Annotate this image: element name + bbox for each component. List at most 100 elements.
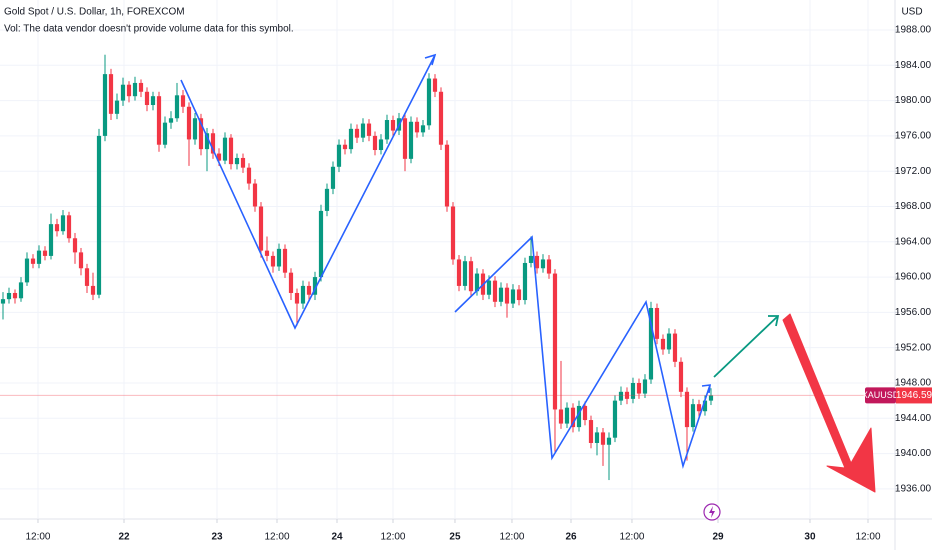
icon-bolt[interactable] <box>709 506 715 518</box>
candle-body <box>312 277 318 295</box>
candle-body <box>12 292 18 299</box>
candle-body <box>204 133 210 150</box>
candle-body <box>678 361 684 392</box>
candle-body <box>492 280 498 302</box>
candle-body <box>522 262 528 301</box>
candle-body <box>30 258 36 264</box>
x-tick-label: 12:00 <box>380 532 405 543</box>
candle-body <box>564 407 570 424</box>
candle-body <box>432 78 438 92</box>
candle-body <box>150 96 156 106</box>
candle-body <box>672 333 678 362</box>
x-tick-label: 23 <box>211 532 223 543</box>
candle-body <box>438 91 444 145</box>
candle-body <box>486 280 492 295</box>
candle-body <box>228 137 234 165</box>
candle-body <box>534 255 540 269</box>
candle-body <box>624 391 630 399</box>
chart-subtitle: Vol: The data vendor doesn't provide vol… <box>4 24 294 35</box>
candle-body <box>504 287 510 304</box>
candle-body <box>606 437 612 445</box>
candle-body <box>174 95 180 119</box>
candle-body <box>90 285 96 295</box>
replay-icon[interactable] <box>703 503 721 521</box>
candle-body <box>444 144 450 207</box>
candle-body <box>318 210 324 278</box>
candle-body <box>498 287 504 302</box>
candle-body <box>702 400 708 412</box>
candles <box>0 54 895 481</box>
candle-body <box>666 333 672 350</box>
y-tick-label: 1988.00 <box>895 25 932 36</box>
candle-body <box>570 407 576 428</box>
x-tick-label: 26 <box>565 532 577 543</box>
candle-body <box>546 259 552 274</box>
x-tick-label: 12:00 <box>855 532 880 543</box>
candle-body <box>276 248 282 267</box>
grid <box>0 0 895 518</box>
candle-body <box>612 400 618 438</box>
y-tick-label: 1940.00 <box>895 448 932 459</box>
candle-body <box>24 258 30 283</box>
drawings <box>180 53 876 493</box>
zigzag-line <box>454 235 711 469</box>
candle-body <box>216 153 222 161</box>
candle-body <box>114 100 120 114</box>
candle-body <box>576 405 582 428</box>
candle-body <box>336 144 342 167</box>
candle-body <box>582 405 588 421</box>
candle-body <box>462 261 468 286</box>
candle-body <box>348 128 354 150</box>
y-tick-label: 1956.00 <box>895 307 932 318</box>
candle-body <box>696 404 702 412</box>
candle-body <box>240 157 246 168</box>
candle-body <box>450 206 456 260</box>
candle-body <box>468 261 474 292</box>
y-tick-label: 1964.00 <box>895 236 932 247</box>
y-tick-label: 1960.00 <box>895 272 932 283</box>
candle-body <box>354 128 360 138</box>
candle-body <box>264 250 270 256</box>
candle-body <box>426 78 432 126</box>
candle-body <box>60 215 66 232</box>
price-box <box>896 387 932 404</box>
candle-body <box>18 282 24 299</box>
y-tick-label: 1972.00 <box>895 166 932 177</box>
green-arrow <box>713 315 779 378</box>
candle-body <box>258 206 264 251</box>
candle-body <box>246 167 252 184</box>
candle-body <box>198 118 204 150</box>
y-tick-label: 1984.00 <box>895 60 932 71</box>
symbol-box <box>865 387 896 404</box>
candle-body <box>108 74 114 114</box>
candle-body <box>642 379 648 394</box>
candle-body <box>516 289 522 301</box>
axes: 1936.00 1940.00 1944.00 1948.00 1952.00 1956.… <box>25 25 932 543</box>
candle-body <box>120 84 126 101</box>
candle-body <box>78 252 84 269</box>
y-tick-label: 1976.00 <box>895 131 932 142</box>
candle-body <box>558 409 564 424</box>
y-tick-label: 1944.00 <box>895 413 932 424</box>
candle-body <box>402 118 408 159</box>
candle-body <box>252 183 258 207</box>
candle-body <box>192 118 198 140</box>
candle-body <box>234 157 240 165</box>
candle-body <box>54 224 60 232</box>
candle-body <box>360 123 366 138</box>
symbol-label: XAUUSD <box>862 390 900 400</box>
arrow-head <box>768 315 780 327</box>
candle-body <box>366 123 372 136</box>
candle-body <box>186 106 192 140</box>
x-tick-label: 29 <box>712 532 724 543</box>
zigzag-line <box>180 54 436 330</box>
candle-body <box>372 135 378 151</box>
candle-body <box>540 259 546 269</box>
y-tick-label: 1936.00 <box>895 484 932 495</box>
x-tick-label: 12:00 <box>264 532 289 543</box>
candle-body <box>66 215 72 239</box>
chart-title: Gold Spot / U.S. Dollar, 1h, FOREXCOM <box>4 7 185 18</box>
x-tick-label: 22 <box>118 532 130 543</box>
candle-body <box>162 122 168 145</box>
